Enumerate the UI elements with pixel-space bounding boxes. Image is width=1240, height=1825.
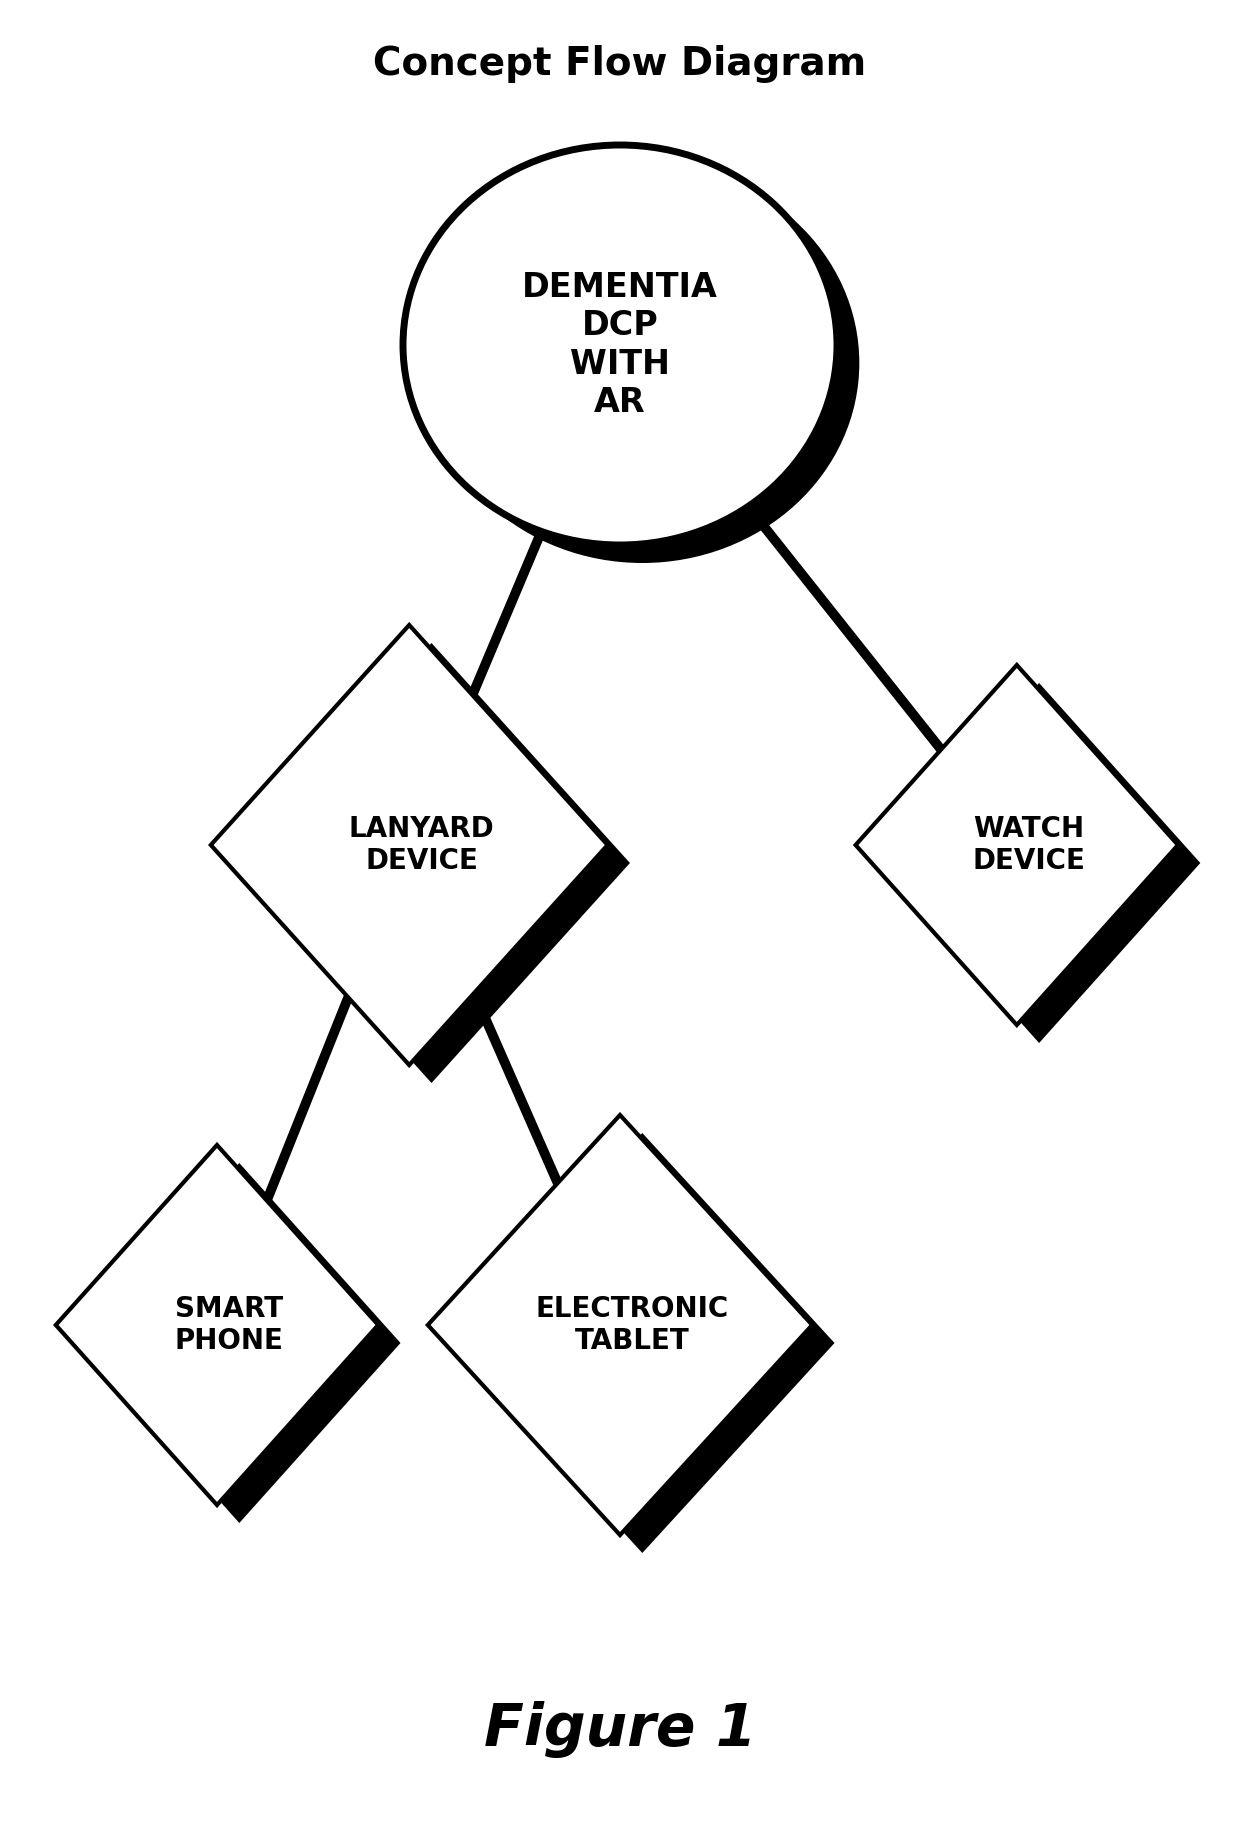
Polygon shape <box>56 1144 378 1506</box>
Text: ELECTRONIC
TABLET: ELECTRONIC TABLET <box>536 1294 729 1356</box>
Text: Concept Flow Diagram: Concept Flow Diagram <box>373 46 867 82</box>
Polygon shape <box>211 624 608 1066</box>
Polygon shape <box>450 1133 835 1553</box>
Ellipse shape <box>403 144 837 546</box>
Polygon shape <box>878 683 1200 1044</box>
Text: WATCH
DEVICE: WATCH DEVICE <box>972 814 1086 876</box>
Polygon shape <box>428 1115 812 1535</box>
Ellipse shape <box>425 162 859 562</box>
Polygon shape <box>233 642 630 1082</box>
Polygon shape <box>856 664 1178 1026</box>
Text: DEMENTIA
DCP
WITH
AR: DEMENTIA DCP WITH AR <box>522 272 718 418</box>
Text: LANYARD
DEVICE: LANYARD DEVICE <box>348 814 495 876</box>
Text: SMART
PHONE: SMART PHONE <box>175 1294 284 1356</box>
Text: Figure 1: Figure 1 <box>484 1701 756 1759</box>
Polygon shape <box>78 1163 401 1524</box>
